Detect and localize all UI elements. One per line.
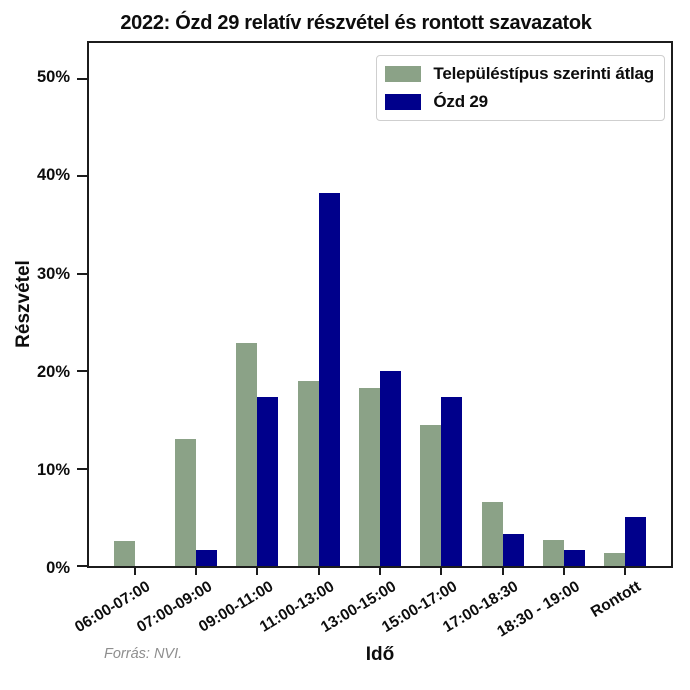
y-tick-mark: [77, 78, 87, 81]
legend-label-ozd29: Ózd 29: [433, 92, 488, 111]
x-tick-mark: [624, 568, 627, 575]
bar-average: [420, 424, 442, 566]
plot-area: 06:00-07:00 07:00-09:00 09:00-11:00 11:00-1…: [72, 41, 673, 641]
y-tick-mark: [77, 272, 87, 275]
chart-title: 2022: Ózd 29 relatív részvétel és rontot…: [120, 12, 592, 34]
bar-group: Rontott: [588, 43, 656, 621]
y-tick-mark: [77, 467, 87, 470]
bar-group: 13:00-15:00: [318, 43, 410, 636]
x-tick-label: Rontott: [588, 578, 645, 621]
bar-group: 18:30 - 19:00: [494, 43, 594, 641]
bar-group: 06:00-07:00: [72, 43, 165, 636]
bar-ozd29: [563, 550, 585, 566]
bar-average: [174, 439, 196, 566]
bar-ozd29: [441, 396, 463, 566]
y-tick-mark: [77, 370, 87, 373]
legend-label-average: Településtípus szerinti átlag: [433, 64, 654, 83]
y-axis: 0% 10% 20% 30% 40% 50%: [0, 41, 75, 577]
bar-group: 15:00-17:00: [379, 43, 472, 636]
legend: Településtípus szerinti átlag Ózd 29: [376, 55, 665, 121]
bar-group: 11:00-13:00: [257, 43, 349, 636]
bar-ozd29: [379, 371, 401, 566]
bar-average: [481, 501, 503, 566]
y-tick-label: 30%: [36, 264, 70, 283]
bar-average: [604, 553, 626, 566]
bar-ozd29: [318, 193, 340, 566]
x-axis-title: Idő: [365, 644, 395, 665]
y-tick-label: 0%: [46, 559, 70, 577]
x-tick-mark: [256, 568, 259, 575]
x-tick-mark: [378, 568, 381, 575]
bar-average: [113, 540, 135, 566]
x-tick-mark: [133, 568, 136, 575]
legend-row: Településtípus szerinti átlag: [385, 64, 654, 84]
legend-swatch-average: [385, 66, 422, 82]
legend-row: Ózd 29: [385, 92, 654, 112]
bar-group: 09:00-11:00: [196, 43, 288, 636]
source-note: Forrás: NVI.: [104, 646, 183, 662]
bar-ozd29: [195, 550, 217, 566]
bar-average: [297, 380, 319, 566]
y-axis-title: Részvétel: [13, 260, 34, 348]
legend-swatch-ozd29: [385, 94, 422, 110]
y-tick-mark: [77, 565, 87, 567]
bars: 06:00-07:00 07:00-09:00 09:00-11:00 11:00-1…: [72, 43, 671, 641]
x-tick-mark: [194, 568, 197, 575]
x-tick-mark: [317, 568, 320, 575]
bar-ozd29: [502, 533, 524, 566]
bar-average: [358, 387, 380, 566]
x-tick-mark: [501, 568, 504, 575]
y-tick-label: 10%: [36, 460, 70, 479]
bar-group: 17:00-18:30: [440, 43, 533, 636]
x-tick-mark: [440, 568, 443, 575]
y-tick-label: 50%: [36, 68, 70, 87]
bar-ozd29: [625, 517, 647, 566]
bar-average: [542, 539, 564, 566]
bar-average: [236, 342, 258, 566]
x-tick-mark: [562, 568, 565, 575]
y-tick-label: 40%: [36, 166, 70, 185]
bar-group: 07:00-09:00: [134, 43, 226, 636]
y-tick-mark: [77, 175, 87, 178]
bar-ozd29: [257, 396, 279, 566]
y-tick-label: 20%: [36, 362, 70, 381]
